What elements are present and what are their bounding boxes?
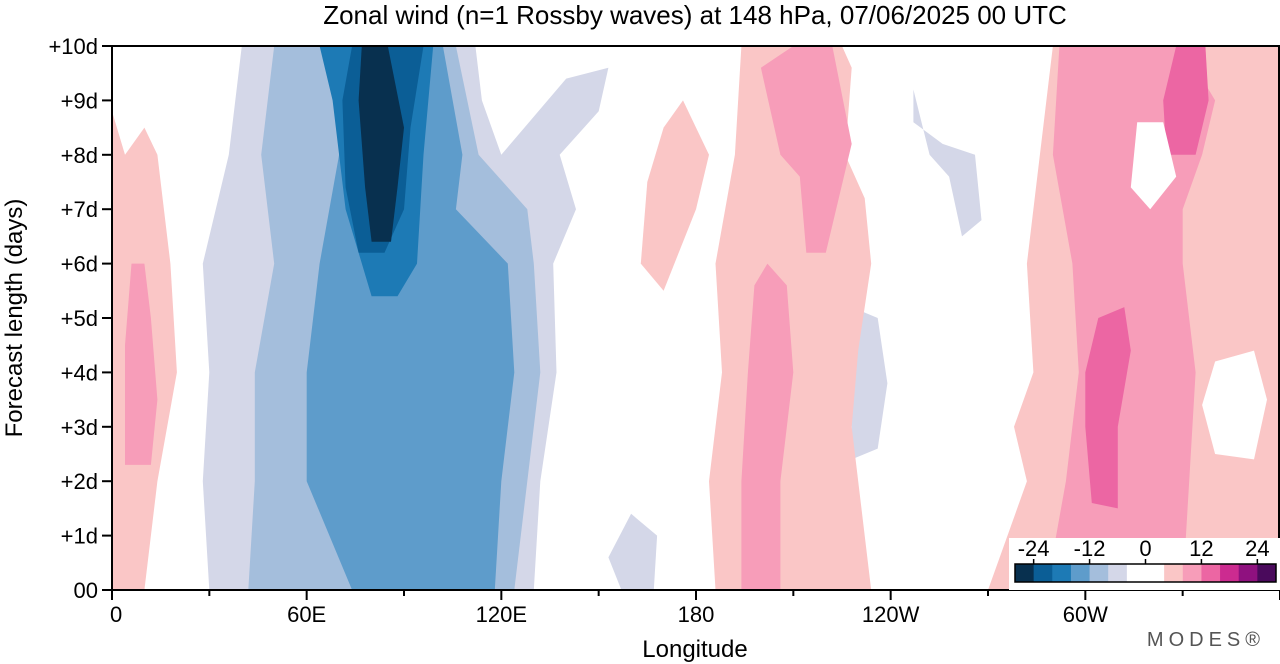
colorbar-swatch — [1220, 564, 1240, 582]
y-tick-label: +9d — [61, 88, 98, 113]
contour-region-8 — [358, 46, 404, 242]
colorbar-swatch — [1126, 564, 1146, 582]
contour-region-20 — [1130, 122, 1177, 210]
contour-region-11 — [640, 100, 709, 291]
x-tick-label: 120E — [476, 602, 527, 627]
y-tick-label: +6d — [61, 252, 98, 277]
y-axis-label: Forecast length (days) — [1, 199, 28, 438]
x-axis: 0 60E 120E 180 120W 60W — [110, 590, 1280, 627]
chart-title: Zonal wind (n=1 Rossby waves) at 148 hPa… — [323, 0, 1067, 30]
plot-area — [111, 45, 1280, 591]
colorbar-swatch — [1257, 564, 1277, 582]
y-tick-label: +2d — [61, 469, 98, 494]
contour-region-15 — [760, 46, 852, 253]
colorbar-swatch — [1070, 564, 1091, 582]
colorbar-swatch — [1201, 564, 1221, 582]
contour-region-17 — [1085, 307, 1131, 509]
y-tick-label: +7d — [61, 197, 98, 222]
contour-region-2 — [913, 89, 982, 237]
contour-region-14 — [741, 263, 794, 590]
y-tick-label: +4d — [61, 360, 98, 385]
y-tick-label: +10d — [48, 34, 98, 59]
colorbar-swatch — [1164, 564, 1184, 582]
colorbar-swatch — [1015, 564, 1035, 582]
x-tick-label: 180 — [678, 602, 715, 627]
colorbar-swatch — [1108, 564, 1128, 582]
colorbar-tick-label: -12 — [1074, 536, 1106, 561]
contour-region-19 — [1202, 350, 1267, 460]
colorbar: -24 -12 0 12 24 — [1009, 536, 1280, 590]
modes-logo: MODES® — [1147, 629, 1265, 651]
colorbar-tick-label: 0 — [1139, 536, 1151, 561]
y-tick-label: +5d — [61, 306, 98, 331]
y-tick-label: +8d — [61, 143, 98, 168]
contour-region-1 — [608, 513, 658, 590]
colorbar-swatch — [1238, 564, 1258, 582]
y-tick-label: +3d — [61, 415, 98, 440]
y-axis: 00 +1d +2d +3d +4d +5d +6d +7d +8d +9d +10d — [48, 34, 112, 603]
colorbar-swatch — [1052, 564, 1072, 582]
x-tick-label: 60E — [287, 602, 326, 627]
colorbar-tick-label: 24 — [1245, 536, 1269, 561]
contour-region-18 — [1163, 46, 1209, 155]
colorbar-swatch — [1089, 564, 1109, 582]
x-axis-label: Longitude — [642, 636, 747, 663]
colorbar-swatch — [1182, 564, 1202, 582]
contour-region-10 — [125, 263, 158, 465]
colorbar-swatch — [1145, 564, 1165, 582]
y-tick-label: +1d — [61, 524, 98, 549]
colorbar-tick-label: -24 — [1018, 536, 1050, 561]
colorbar-swatch — [1033, 564, 1053, 582]
colorbar-tick-label: 12 — [1189, 536, 1213, 561]
x-tick-label: 120W — [862, 602, 920, 627]
x-tick-label: 0 — [110, 602, 122, 627]
y-tick-label: 00 — [74, 578, 98, 603]
x-tick-label: 60W — [1063, 602, 1108, 627]
